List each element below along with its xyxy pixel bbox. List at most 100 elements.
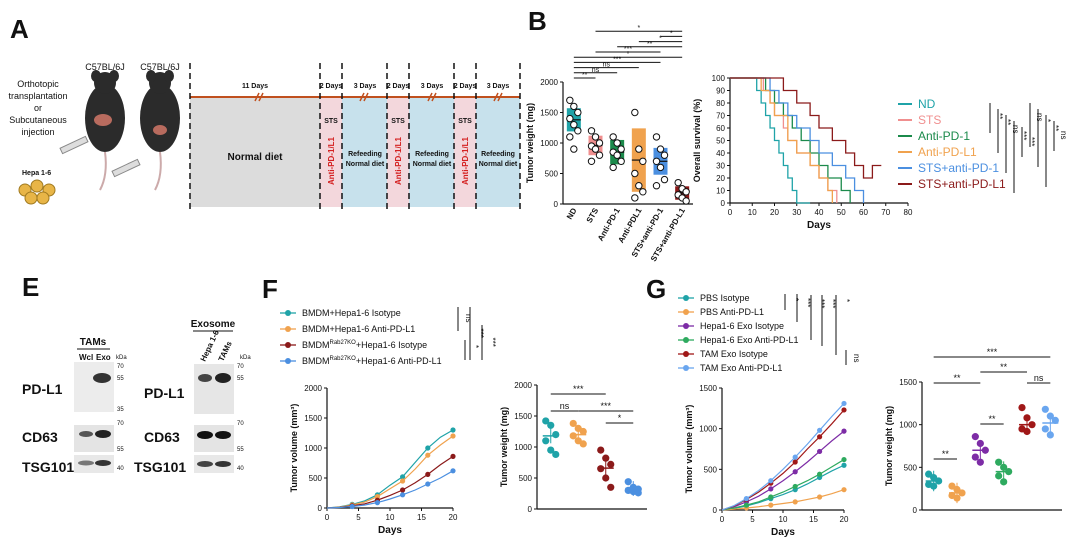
fline-ytick-label: 1500 [304,414,322,423]
kda-label-2: kDa [240,355,251,361]
bbar-point [609,133,617,141]
bbar-sig-label: *** [613,56,621,63]
anti-label-3: Anti-PD-1/L1 [461,136,470,185]
lane-exo: Exo [96,353,111,362]
bbar-ytick-label: 1500 [540,109,558,118]
gline-legend-label: TAM Exo Anti-PD-L1 [700,363,782,373]
bsurv-legend-label: STS [918,113,941,127]
fdot-ylabel: Tumor weight (mg) [499,407,509,487]
bsurv-legend-label: Anti-PD-L1 [918,145,977,159]
bsurv-ytick-label: 30 [716,162,725,171]
fdot-ytick-label: 0 [528,505,533,514]
fline-ytick-label: 1000 [304,444,322,453]
row-tsg-1: TSG101 [22,459,74,475]
fline-point [400,487,406,493]
band-tsg-tams [215,461,231,467]
blot-tsg-1 [74,455,114,473]
gline-point [768,478,774,484]
bbar-point [652,182,661,190]
fline-sig-label: *** [476,329,485,338]
bsurv-ytick-label: 60 [716,124,725,133]
bbar-point [574,127,582,135]
lane-tams: TAMs [217,339,234,363]
fdot-point [624,478,632,486]
fdot-ytick-label: 1500 [514,412,532,421]
blot-pdl1-2 [194,364,234,414]
bbar-point [609,163,617,172]
left-text-4: injection [21,127,54,137]
bbar-ytick-label: 2000 [540,78,558,87]
row-cd63-1: CD63 [22,429,58,445]
fline-legend-label: BMDMRab27KO+Hepa1-6 Isotype [302,340,427,350]
bsurv-ytick-label: 40 [716,149,725,158]
bbar-point [631,194,639,202]
fline-legend-label: BMDM+Hepa1-6 Isotype [302,308,401,318]
refeed-3a: Refeeding [481,151,515,158]
bsurv-ylabel: Overall survival (%) [692,99,702,183]
bbar-point [574,108,582,117]
gline-point [817,471,823,477]
fline-point [425,445,431,451]
bsurv-series-line [730,77,865,203]
fdot-ytick-label: 2000 [514,381,532,390]
panel-b-survival-chart: 0 10 20 30 40 50 60 70 80 90 100 0 10 20 30 40 50 60 70 80 D… [692,74,1068,231]
period-2: 3 Days [354,83,377,90]
fdot-point [547,446,555,454]
cells-icon [18,179,56,205]
fline-legend-marker [285,342,291,348]
fline-legend-marker [285,326,291,332]
bbar-ytick-label: 0 [554,200,559,209]
fdot-point [607,460,615,468]
gline-sig-label: *** [828,299,837,308]
gline-ytick-label: 1000 [699,425,717,434]
left-text-3: Subcutaneous [9,115,67,125]
bbar-point [639,188,647,196]
gline-legend-marker [683,337,689,343]
anti-label-1: Anti-PD-1/L1 [327,136,336,185]
bsurv-ytick-label: 20 [716,174,725,183]
fdot-sig-label: ns [560,401,570,411]
gline-point [792,469,798,475]
period-1: 2 Days [320,83,343,90]
fdot-point [579,440,587,448]
marker2-2: 70 [237,421,244,427]
gline-series-line [721,459,845,511]
period-5: 2 Days [454,83,477,90]
gdot-point [1018,404,1026,412]
band-pdl1-tams [215,373,231,383]
fline-point [374,500,380,506]
left-text-2: or [34,103,42,113]
panel-e: TAMs Wcl Exo kDa Exosome Hepa 1-6 TAMs k… [22,319,251,475]
gline-point [792,459,798,465]
bbar-point [617,157,625,166]
gdot-ytick-label: 500 [904,463,918,472]
bsurv-series-line [730,77,851,203]
sts-box-2 [387,97,409,207]
band-tsg-hepa [197,461,213,467]
blot-pdl1-1 [74,362,114,412]
bsurv-xtick-label: 70 [881,208,890,217]
bsurv-sig-label: ** [1003,119,1012,125]
marker1-3: 70 [117,421,124,427]
marker1-4: 55 [117,447,124,453]
gline-legend-label: Hepa1-6 Exo Isotype [700,321,784,331]
bsurv-sig-label: ** [995,113,1004,119]
bsurv-sig-label: ns [1059,131,1068,139]
fdot-point [597,446,605,454]
gline-ylabel: Tumor volume (mm³) [684,405,694,494]
marker1-5: 40 [117,466,124,472]
exosome-label: Exosome [191,319,236,330]
gline-point [841,428,847,434]
fdot-sig-label: * [618,413,622,423]
bsurv-xtick-label: 10 [748,208,757,217]
gline-xtick-label: 10 [779,515,788,524]
fline-ytick-label: 2000 [304,384,322,393]
bbar-point [631,169,639,178]
fline-xtick-label: 15 [417,513,426,522]
panel-g-line-chart: 0 500 1000 1500 0 5 10 15 20 Days Tumor volume (mm… [678,293,861,538]
fline-point [349,503,355,510]
gline-xtick-label: 20 [840,515,849,524]
tams-label: TAMs [80,337,107,348]
